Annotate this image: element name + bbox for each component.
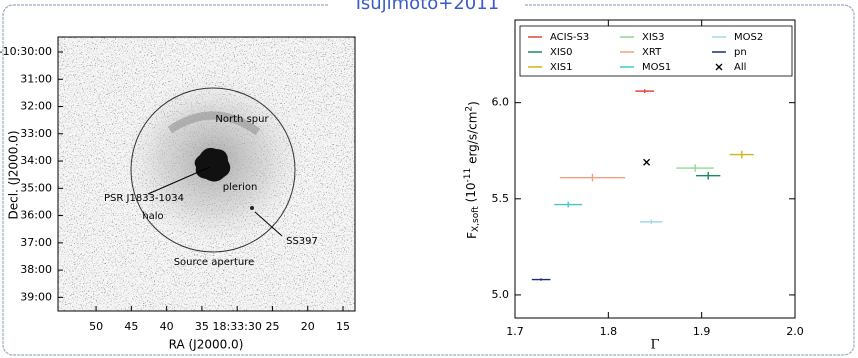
scatter-panel: Γ FX,soft (10-11 erg/s/cm2) 1.7 1.8 1.9 2.0… [462,20,803,353]
y-tick-label: 39:00 [20,290,52,303]
x-tick-label: 45 [124,320,138,333]
legend-label: XIS1 [550,62,573,73]
sky-image [58,37,355,311]
annotation: Source aperture [174,257,255,268]
x-tick-label: 15 [336,320,350,333]
x-tick-label: 1.8 [600,325,618,338]
y-tick-label: 35:00 [20,181,52,194]
x-tick-label: 50 [89,320,103,333]
legend-label: MOS1 [642,62,671,73]
x-tick-label: 1.9 [693,325,711,338]
figure: Tsujimoto+2011 North spur plerion PSR J1… [0,0,858,358]
legend-label: ACIS-S3 [550,32,589,43]
x-tick-label: 1.7 [506,325,524,338]
image-panel: North spur plerion PSR J1833-1034 halo S… [0,37,355,352]
x-tick-label: 18:33:30 [212,320,261,333]
y-tick-label: 34:00 [20,154,52,167]
y-tick-label: -10:30:00 [0,45,52,58]
marker [644,159,650,165]
y-tick-label: 5.0 [492,288,510,301]
legend-label: XRT [642,47,662,58]
y-tick-label: 36:00 [20,209,52,222]
annotation: North spur [215,114,269,125]
annotation: halo [142,211,163,222]
x-tick-label: 2.0 [786,325,804,338]
x-axis-label: RA (J2000.0) [169,338,244,352]
y-tick-label: 5.5 [492,192,510,205]
x-tick-label: 20 [301,320,315,333]
y-axis-label: FX,soft (10-11 erg/s/cm2) [462,101,480,239]
y-axis-label-part: ) [466,101,480,106]
y-axis-label-part: X,soft [471,206,481,232]
y-axis-label-part: -11 [462,168,472,183]
legend-label: All [734,62,746,73]
annotation: PSR J1833-1034 [104,193,184,204]
x-tick-label: 25 [265,320,279,333]
x-tick-label: 35 [195,320,209,333]
y-tick-label: 31:00 [20,72,52,85]
y-axis-label: Decl. (J2000.0) [7,130,21,219]
legend-label: XIS3 [642,32,665,43]
annotation: plerion [223,182,258,193]
y-tick-label: 32:00 [20,100,52,113]
y-axis-label-part: erg/s/cm [465,112,479,168]
y-axis-label-part: (10 [463,182,477,206]
legend-label: MOS2 [734,32,763,43]
annotation: SS397 [286,236,318,247]
y-tick-label: 38:00 [20,263,52,276]
y-tick-label: 37:00 [20,236,52,249]
x-axis-label: Γ [650,338,659,353]
legend-label: pn [734,47,747,58]
y-tick-label: 6.0 [492,96,510,109]
figure-title: Tsujimoto+2011 [352,0,499,14]
x-tick-label: 40 [160,320,174,333]
legend-label: XIS0 [550,47,573,58]
y-tick-label: 33:00 [20,127,52,140]
